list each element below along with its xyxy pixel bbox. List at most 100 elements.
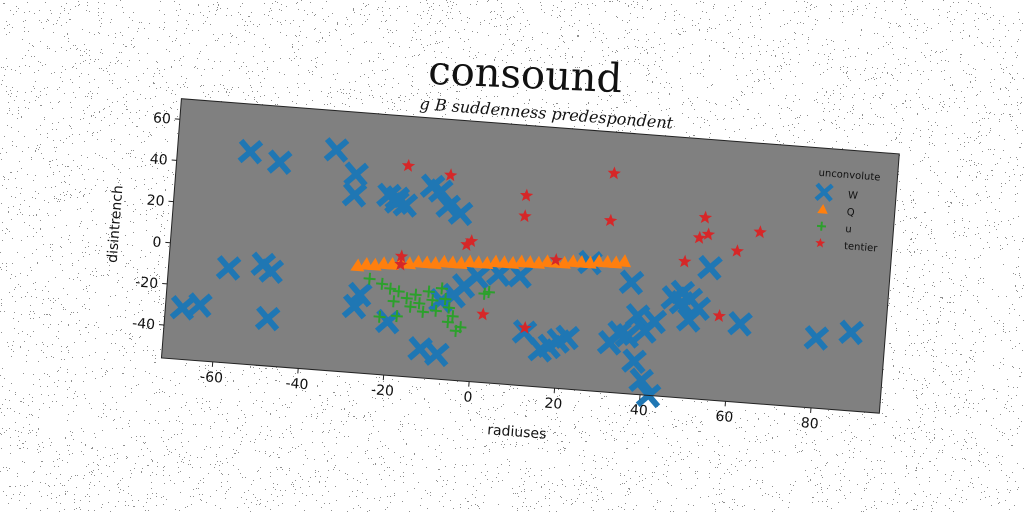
point-tentier-7 [394, 257, 408, 271]
point-tentier-3 [518, 209, 532, 223]
point-W-48 [675, 307, 702, 333]
point-W-18 [254, 305, 281, 332]
point-u-2 [384, 282, 397, 295]
data-marks [169, 137, 864, 409]
x-tick-label-5: 40 [629, 402, 648, 419]
y-tick-label-0: -40 [132, 316, 156, 334]
point-tentier-9 [603, 213, 618, 227]
y-tick-label-3: 20 [146, 193, 165, 210]
point-u-13 [435, 282, 448, 295]
point-tentier-17 [730, 244, 744, 258]
x-tick-label-6: 60 [715, 409, 734, 426]
point-tentier-18 [753, 225, 767, 239]
point-W-13 [215, 255, 242, 281]
x-tick-label-3: 0 [463, 389, 473, 406]
point-W-0 [237, 138, 264, 165]
point-u-15 [442, 301, 456, 314]
point-W-26 [486, 261, 512, 288]
point-u-16 [441, 315, 454, 329]
point-u-14 [439, 293, 452, 306]
point-W-4 [341, 181, 368, 208]
point-tentier-15 [701, 227, 716, 241]
axes: -60 -40 -20 0 20 40 60 80 -40 -20 0 20 40 60 [132, 98, 900, 433]
point-W-38 [606, 320, 632, 346]
x-tick-label-1: -40 [285, 376, 309, 394]
point-tentier-14 [692, 230, 707, 244]
point-W-37 [624, 303, 651, 329]
x-axis-label: radiuses [487, 422, 547, 442]
point-W-27 [507, 263, 534, 289]
point-tentier-1 [444, 168, 458, 182]
point-u-20 [373, 310, 386, 323]
legend-title: unconvolute [818, 168, 881, 184]
y-axis-label: disintrench [105, 185, 127, 264]
point-u-4 [392, 285, 405, 298]
point-tentier-0 [401, 158, 416, 172]
point-W-16 [169, 295, 196, 321]
point-u-3 [387, 295, 400, 308]
scatter-chart: g B suddenness predespondent -60 -40 -20 0 2… [105, 94, 900, 443]
point-W-34 [554, 324, 580, 351]
point-tentier-16 [678, 254, 692, 268]
point-u-18 [454, 321, 467, 334]
x-tick-label-0: -60 [199, 369, 223, 387]
point-W-28 [407, 336, 433, 362]
legend: unconvolute WQu tentier [814, 168, 881, 255]
series-W [169, 137, 864, 409]
point-u-11 [426, 294, 439, 307]
legend-label-W: W [848, 190, 859, 202]
point-W-10 [427, 178, 454, 204]
plot-frame [160, 98, 900, 414]
legend-marker-Q [817, 204, 828, 214]
y-tick-label-5: 60 [152, 110, 171, 127]
legend-label-u: u [845, 224, 852, 235]
point-W-55 [803, 325, 830, 351]
y-tick-label-4: 40 [149, 151, 168, 168]
point-W-51 [621, 348, 647, 375]
point-tentier-8 [549, 253, 563, 266]
point-W-15 [258, 258, 285, 285]
point-u-5 [400, 292, 413, 305]
point-u-1 [376, 277, 389, 290]
point-W-20 [346, 281, 373, 308]
y-tick-label-1: -20 [135, 274, 159, 292]
point-W-49 [697, 254, 723, 281]
x-tick-label-4: 20 [544, 395, 563, 412]
point-W-2 [323, 137, 350, 163]
point-tentier-2 [519, 188, 534, 202]
point-W-3 [343, 161, 369, 188]
point-W-8 [392, 192, 419, 218]
point-tentier-10 [607, 166, 621, 180]
legend-marker-tentier [815, 237, 826, 248]
point-u-9 [416, 305, 429, 318]
point-u-21 [390, 309, 403, 323]
point-tentier-6 [394, 249, 409, 263]
x-tick-label-2: -20 [370, 382, 394, 400]
point-u-19 [446, 310, 459, 323]
point-u-7 [409, 288, 422, 301]
point-u-8 [413, 297, 426, 310]
point-u-0 [363, 272, 376, 285]
point-tentier-13 [698, 210, 713, 224]
point-W-1 [266, 149, 293, 175]
point-tentier-5 [460, 237, 474, 251]
point-u-6 [404, 300, 417, 313]
point-W-40 [641, 308, 668, 335]
point-Q-31 [617, 254, 632, 268]
x-tick-label-7: 80 [800, 415, 819, 432]
point-W-50 [727, 310, 753, 337]
point-W-25 [464, 263, 491, 290]
point-tentier-11 [476, 307, 490, 321]
legend-label-Q: Q [846, 207, 855, 219]
point-u-12 [429, 304, 442, 317]
point-u-23 [482, 286, 495, 299]
series-tentier [394, 158, 767, 334]
chart-container: g B suddenness predespondent -60 -40 -20 0 2… [76, 73, 940, 486]
point-W-41 [618, 269, 645, 296]
legend-marker-W [814, 182, 834, 202]
point-W-29 [424, 341, 450, 368]
point-u-10 [422, 285, 435, 298]
legend-marker-u [816, 221, 827, 231]
